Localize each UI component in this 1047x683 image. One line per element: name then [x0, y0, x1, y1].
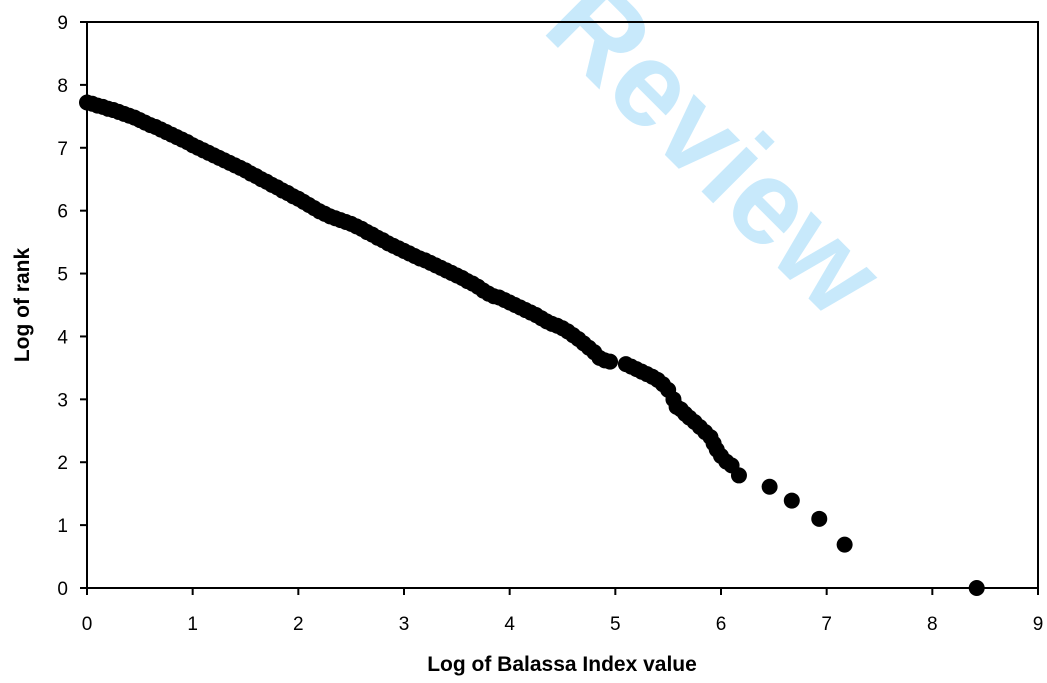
data-point — [761, 478, 778, 495]
data-point — [730, 467, 747, 484]
x-tick-label: 6 — [716, 614, 727, 635]
x-tick-label: 9 — [1033, 614, 1044, 635]
y-tick-label: 1 — [57, 516, 68, 537]
y-tick-label: 2 — [57, 453, 68, 474]
x-tick-label: 0 — [82, 614, 93, 635]
x-tick-label: 8 — [927, 614, 938, 635]
y-tick-label: 6 — [57, 202, 68, 223]
y-tick-label: 3 — [57, 390, 68, 411]
y-tick-label: 0 — [57, 579, 68, 600]
y-tick-label: 5 — [57, 265, 68, 286]
x-tick-label: 7 — [821, 614, 832, 635]
y-axis-title: Log of rank — [11, 248, 34, 363]
x-tick-label: 1 — [187, 614, 198, 635]
data-point — [836, 536, 853, 553]
y-tick-label: 9 — [57, 13, 68, 34]
x-tick-label: 5 — [610, 614, 621, 635]
data-point — [783, 492, 800, 509]
x-tick-label: 2 — [293, 614, 304, 635]
x-axis-title: Log of Balassa Index value — [427, 653, 697, 676]
x-tick-label: 4 — [504, 614, 515, 635]
y-tick-label: 4 — [57, 327, 68, 348]
data-point — [602, 353, 619, 370]
x-tick-label: 3 — [399, 614, 410, 635]
watermark: Review — [522, 0, 910, 341]
y-tick-label: 7 — [57, 139, 68, 160]
ticks-layer: 0 1 2 3 4 5 6 7 8 9 0 1 2 3 4 5 6 7 8 9 — [57, 13, 1043, 635]
plot-frame — [86, 21, 1039, 589]
y-tick-label: 8 — [57, 76, 68, 97]
points-layer — [79, 94, 985, 596]
data-point — [811, 510, 828, 527]
